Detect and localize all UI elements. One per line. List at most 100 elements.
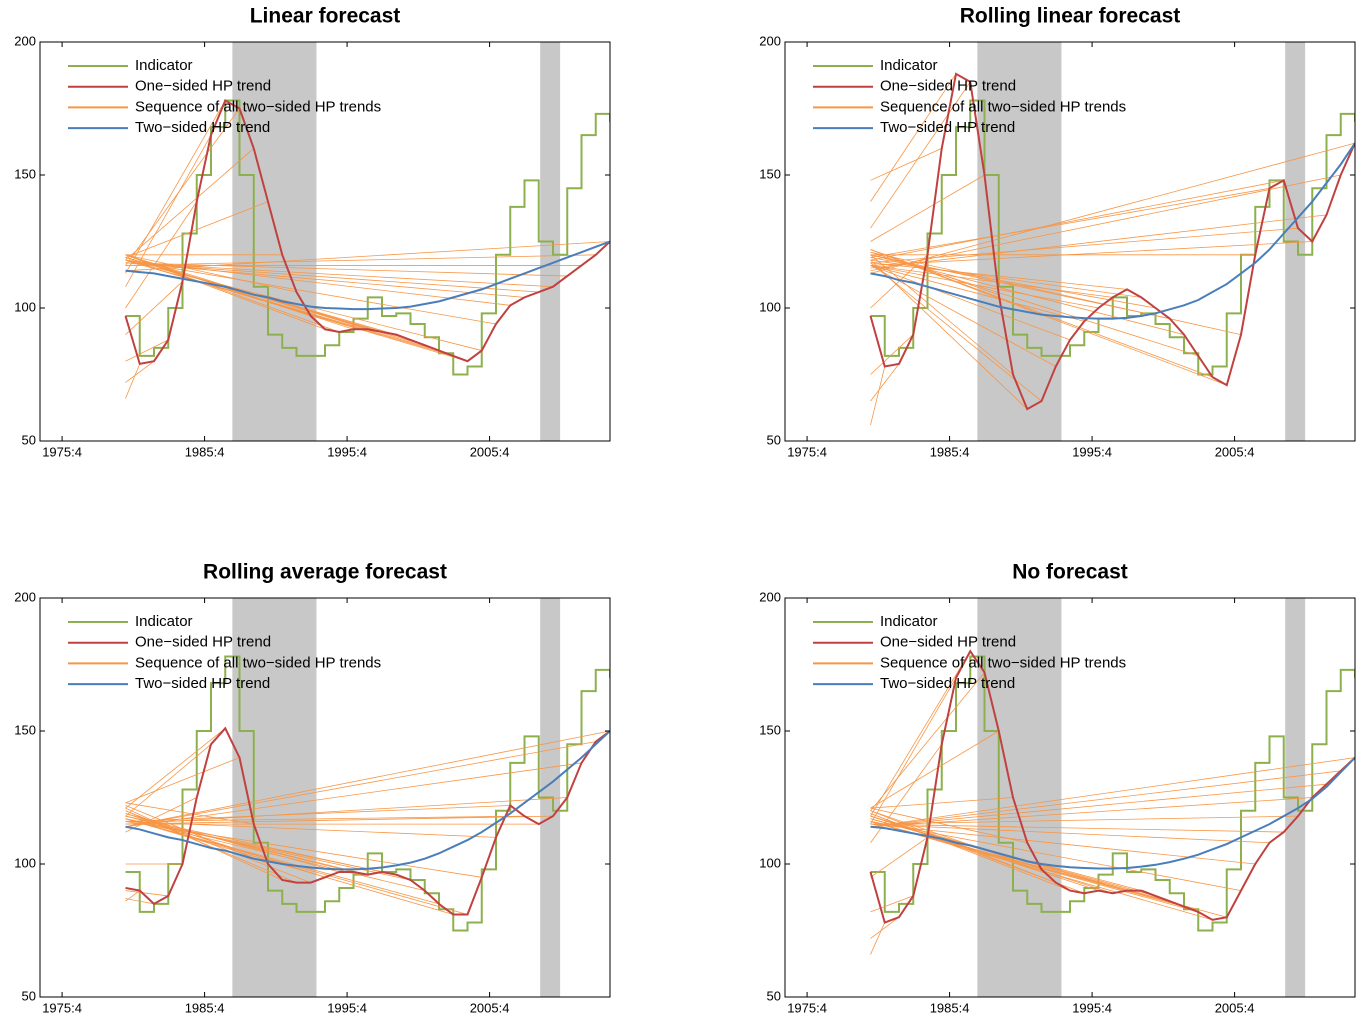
series-line bbox=[125, 726, 610, 916]
legend-label: Two−sided HP trend bbox=[135, 119, 270, 136]
series-line bbox=[125, 730, 610, 871]
series-line bbox=[870, 142, 1355, 320]
x-tick-label: 1995:4 bbox=[1072, 1000, 1112, 1015]
two-sided-trend bbox=[870, 650, 971, 817]
two-sided-trend bbox=[870, 797, 1014, 809]
y-tick-label: 150 bbox=[759, 166, 781, 181]
two-sided-trend bbox=[870, 815, 1299, 825]
legend-label: One−sided HP trend bbox=[880, 634, 1016, 651]
two-sided-trend bbox=[125, 818, 440, 905]
x-tick-label: 1985:4 bbox=[185, 1000, 225, 1015]
x-tick-label: 1995:4 bbox=[327, 444, 367, 459]
x-tick-label: 2005:4 bbox=[1215, 1000, 1255, 1015]
two-sided-trend bbox=[870, 214, 1327, 269]
subplot: Linear forecast 50 100 150 200 1975:4 1985:4 19… bbox=[14, 5, 611, 459]
two-sided-trend bbox=[870, 262, 1042, 402]
y-tick-label: 100 bbox=[759, 855, 781, 870]
y-tick-label: 100 bbox=[759, 299, 781, 314]
two-sided-trend bbox=[125, 339, 169, 362]
two-sided-trend bbox=[125, 757, 240, 804]
series-line bbox=[125, 655, 610, 932]
x-tick-label: 2005:4 bbox=[1215, 444, 1255, 459]
two-sided-trend bbox=[125, 100, 226, 274]
two-sided-trend bbox=[870, 797, 1313, 828]
x-tick-label: 2005:4 bbox=[470, 444, 510, 459]
two-sided-trend bbox=[125, 241, 610, 272]
two-sided-trend bbox=[125, 802, 254, 825]
legend-label: Two−sided HP trend bbox=[135, 675, 270, 692]
y-tick-label: 50 bbox=[22, 988, 36, 1003]
two-sided-trend bbox=[870, 837, 928, 878]
two-sided-trend bbox=[125, 254, 297, 293]
two-sided-trend bbox=[125, 805, 269, 865]
y-tick-label: 150 bbox=[14, 166, 36, 181]
x-tick-label: 2005:4 bbox=[470, 1000, 510, 1015]
legend-label: Sequence of all two−sided HP trends bbox=[135, 654, 381, 671]
two-sided-trend bbox=[870, 916, 900, 939]
two-sided-trend bbox=[870, 334, 914, 375]
two-sided-trend bbox=[125, 821, 482, 878]
two-sided-trend bbox=[125, 262, 568, 277]
legend-label: Indicator bbox=[135, 57, 193, 74]
legend-label: Sequence of all two−sided HP trends bbox=[880, 98, 1126, 115]
x-tick-label: 1985:4 bbox=[930, 1000, 970, 1015]
two-sided-trend bbox=[125, 360, 155, 383]
chart-title: Linear forecast bbox=[250, 5, 401, 28]
legend-label: One−sided HP trend bbox=[880, 78, 1016, 95]
two-sided-trend bbox=[870, 251, 1242, 335]
two-sided-trend bbox=[870, 265, 1113, 298]
two-sided-trend bbox=[870, 823, 1270, 844]
two-sided-trend bbox=[870, 677, 957, 825]
series-line bbox=[125, 240, 610, 311]
two-sided-trend bbox=[125, 259, 497, 325]
two-sided-trend bbox=[870, 73, 957, 202]
two-sided-trend bbox=[870, 142, 1355, 274]
shaded-period bbox=[977, 598, 1062, 997]
x-tick-label: 1995:4 bbox=[1072, 444, 1112, 459]
axes-box bbox=[39, 41, 611, 442]
two-sided-trend bbox=[125, 818, 454, 915]
two-sided-trend bbox=[870, 249, 1227, 386]
two-sided-trend bbox=[125, 797, 197, 833]
x-tick-label: 1985:4 bbox=[185, 444, 225, 459]
x-tick-label: 1985:4 bbox=[930, 444, 970, 459]
two-sided-trend bbox=[870, 783, 1327, 828]
y-tick-label: 150 bbox=[759, 722, 781, 737]
two-sided-trend bbox=[870, 179, 1284, 261]
two-sided-trend bbox=[125, 262, 525, 298]
two-sided-trend bbox=[125, 815, 368, 876]
series-line bbox=[870, 99, 1355, 376]
two-sided-trend bbox=[870, 148, 942, 181]
series-line bbox=[870, 655, 1355, 932]
two-sided-trend bbox=[125, 815, 554, 825]
y-tick-label: 100 bbox=[14, 299, 36, 314]
two-sided-trend bbox=[870, 81, 971, 229]
series-line bbox=[124, 99, 610, 366]
subplot: Rolling linear forecast 50 100 150 200 1975:4… bbox=[759, 5, 1356, 459]
two-sided-trend bbox=[870, 265, 1085, 322]
two-sided-trend bbox=[125, 201, 269, 258]
two-sided-trend bbox=[870, 262, 1128, 290]
y-tick-label: 50 bbox=[767, 432, 781, 447]
shaded-period bbox=[232, 42, 317, 441]
two-sided-trend bbox=[870, 259, 1028, 410]
x-tick-label: 1995:4 bbox=[327, 1000, 367, 1015]
two-sided-trend bbox=[870, 821, 1242, 891]
legend-label: Indicator bbox=[135, 613, 193, 630]
two-sided-trend bbox=[125, 363, 141, 399]
chart-title: No forecast bbox=[1012, 561, 1128, 584]
x-tick-label: 1975:4 bbox=[787, 1000, 827, 1015]
legend-label: Indicator bbox=[880, 57, 938, 74]
two-sided-trend bbox=[125, 890, 169, 897]
subplot: No forecast 50 100 150 200 1975:4 1985:4 1995:4… bbox=[759, 561, 1356, 1015]
two-sided-trend bbox=[125, 728, 226, 809]
two-sided-trend bbox=[870, 265, 1099, 309]
series-line bbox=[869, 649, 1355, 924]
plot-area bbox=[869, 42, 1355, 441]
legend-label: Indicator bbox=[880, 613, 938, 630]
plot-area bbox=[124, 42, 610, 441]
y-tick-label: 150 bbox=[14, 722, 36, 737]
two-sided-trend bbox=[870, 257, 1156, 309]
legend-label: Two−sided HP trend bbox=[880, 119, 1015, 136]
